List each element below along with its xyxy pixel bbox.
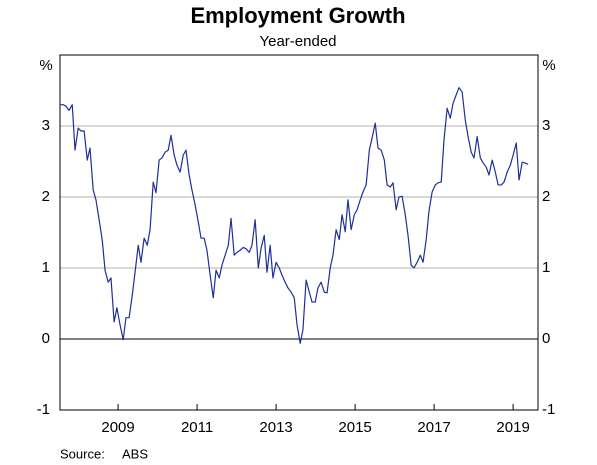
source-label: Source: — [60, 446, 105, 461]
chart-title: Employment Growth — [190, 3, 405, 28]
y-tick-label-right: 2 — [542, 188, 550, 205]
y-unit-right: % — [542, 57, 555, 74]
x-tick-label: 2015 — [338, 419, 371, 436]
y-tick-label-right: -1 — [542, 401, 555, 418]
y-tick-label-right: 0 — [542, 330, 550, 347]
x-tick-label: 2011 — [181, 419, 213, 436]
y-tick-label-right: 3 — [542, 117, 550, 134]
y-tick-label: 1 — [42, 259, 50, 276]
y-tick-label: -1 — [37, 401, 50, 418]
y-tick-label: 0 — [42, 330, 50, 347]
x-tick-label: 2019 — [496, 419, 529, 436]
source: ABS — [122, 446, 148, 461]
data-line — [60, 87, 529, 344]
y-tick-label-right: 1 — [542, 259, 550, 276]
y-tick-label: 2 — [42, 188, 50, 205]
y-unit-left: % — [39, 57, 52, 74]
chart-subtitle: Year-ended — [259, 33, 336, 50]
x-tick-label: 2017 — [417, 419, 450, 436]
x-tick-label: 2013 — [259, 419, 292, 436]
plot-frame — [59, 54, 539, 411]
y-tick-label: 3 — [42, 117, 50, 134]
x-tick-label: 2009 — [101, 419, 134, 436]
